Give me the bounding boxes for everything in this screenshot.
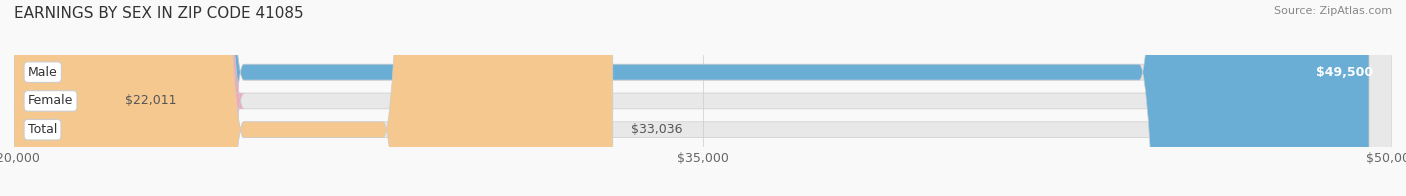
Text: $33,036: $33,036 (631, 123, 683, 136)
Text: Male: Male (28, 66, 58, 79)
Text: EARNINGS BY SEX IN ZIP CODE 41085: EARNINGS BY SEX IN ZIP CODE 41085 (14, 6, 304, 21)
Text: $22,011: $22,011 (125, 94, 176, 107)
Text: Female: Female (28, 94, 73, 107)
FancyBboxPatch shape (14, 0, 613, 196)
FancyBboxPatch shape (14, 0, 1392, 196)
FancyBboxPatch shape (14, 0, 1392, 196)
Text: Total: Total (28, 123, 58, 136)
FancyBboxPatch shape (0, 0, 243, 196)
FancyBboxPatch shape (14, 0, 1369, 196)
FancyBboxPatch shape (14, 0, 1392, 196)
Text: $49,500: $49,500 (1316, 66, 1374, 79)
Text: Source: ZipAtlas.com: Source: ZipAtlas.com (1274, 6, 1392, 16)
